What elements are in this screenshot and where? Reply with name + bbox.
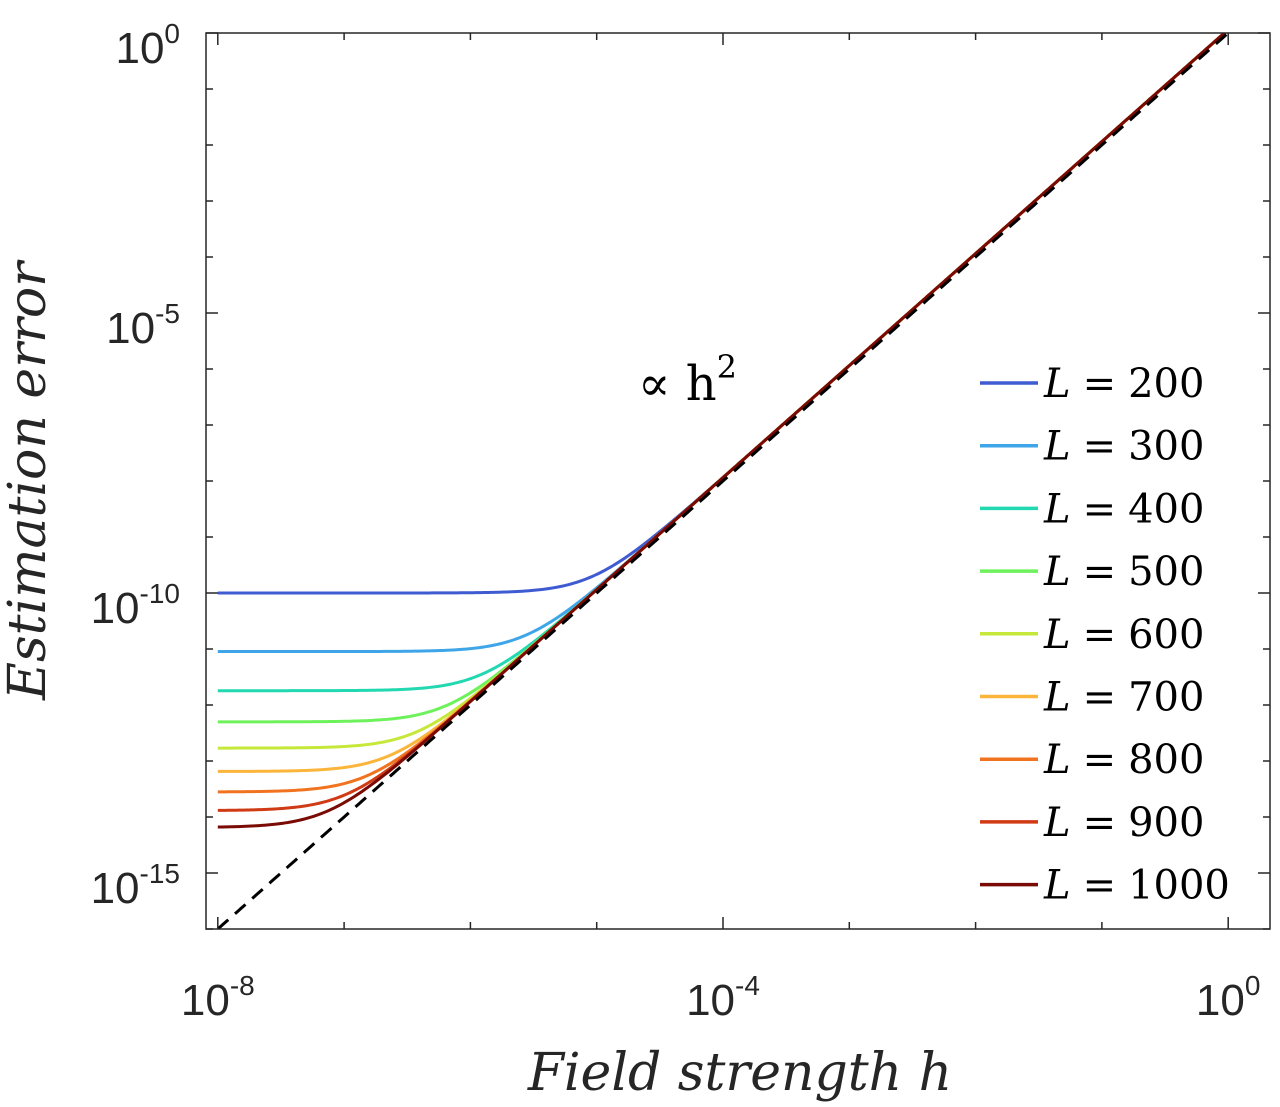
y-tick-label: 10-10 — [91, 578, 180, 633]
x-tick-label: 10-4 — [686, 970, 760, 1025]
legend-entry-L-400: L = 400 — [1043, 486, 1204, 532]
annotation-sup: 2 — [717, 348, 737, 386]
legend-entry-L-500: L = 500 — [1043, 549, 1204, 595]
legend-entry-L-800: L = 800 — [1043, 737, 1204, 783]
y-tick-label: 100 — [115, 18, 180, 73]
annotation-h-squared: ∝ h2 — [638, 348, 737, 412]
y-tick-label: 10-15 — [91, 858, 180, 913]
reference-h2-dashed-line — [216, 33, 1231, 929]
legend-entry-L-1000: L = 1000 — [1043, 863, 1230, 909]
legend-entry-L-200: L = 200 — [1043, 361, 1204, 407]
series-line-L-1000 — [217, 33, 1227, 829]
x-axis-label: Field strength h — [527, 1043, 952, 1103]
legend-entry-L-600: L = 600 — [1043, 612, 1204, 658]
legend-entry-L-700: L = 700 — [1043, 675, 1204, 721]
y-axis-label: Estimation error — [0, 259, 58, 701]
x-tick-label: 10-8 — [181, 970, 255, 1025]
plot-area — [206, 33, 1270, 929]
annotation-main: ∝ h — [638, 356, 717, 412]
y-tick-label: 10-5 — [106, 298, 180, 353]
legend-entry-L-900: L = 900 — [1043, 800, 1204, 846]
legend-entry-L-300: L = 300 — [1043, 424, 1204, 470]
x-tick-label: 100 — [1196, 970, 1261, 1025]
